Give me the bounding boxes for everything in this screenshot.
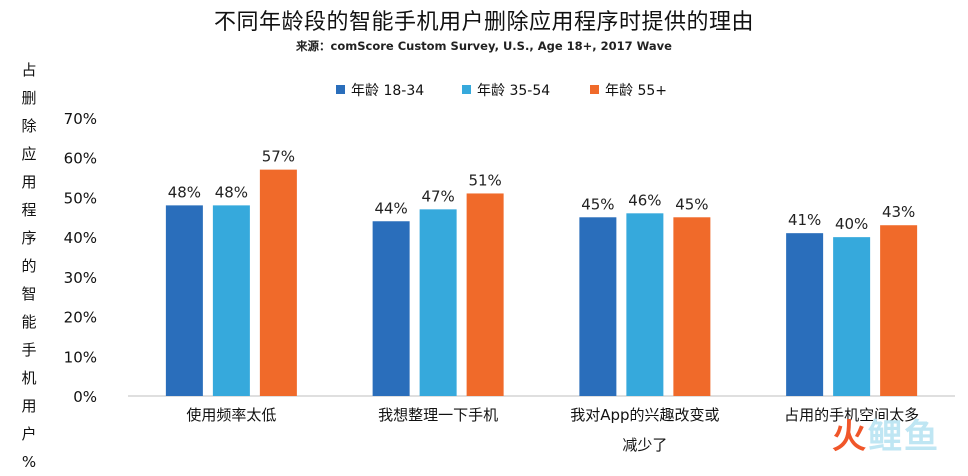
bar xyxy=(880,225,918,396)
chart-source: 来源：comScore Custom Survey, U.S., Age 18+… xyxy=(296,39,672,53)
y-tick-label: 20% xyxy=(64,309,97,327)
y-axis-label-char: 序 xyxy=(21,229,37,247)
data-label: 47% xyxy=(421,187,454,205)
bar xyxy=(626,213,664,396)
data-label: 40% xyxy=(835,215,868,233)
bar xyxy=(579,217,617,396)
y-axis-label-char: 用 xyxy=(21,397,37,415)
legend-label: 年龄 18-34 xyxy=(351,83,424,99)
y-axis-label-char: 户 xyxy=(21,425,37,443)
legend-label: 年龄 55+ xyxy=(605,83,667,99)
legend: 年龄 18-34 年龄 35-54 年龄 55+ xyxy=(336,83,667,99)
y-axis-label-char: 程 xyxy=(21,201,37,219)
x-tick-label: 我对App的兴趣改变或 xyxy=(570,406,719,424)
watermark-char: 鲤 xyxy=(868,417,904,457)
y-axis-label-char: 手 xyxy=(21,341,37,359)
data-label: 51% xyxy=(468,171,501,189)
y-axis-label-char: 应 xyxy=(21,145,37,163)
chart-title: 不同年龄段的智能手机用户删除应用程序时提供的理由 xyxy=(213,10,754,35)
data-label: 48% xyxy=(168,183,201,201)
watermark-char: 鱼 xyxy=(904,417,940,457)
y-axis-ticks: 0% 10% 20% 30% 40% 50% 60% 70% xyxy=(64,110,97,406)
y-tick-label: 40% xyxy=(64,229,97,247)
data-label: 44% xyxy=(374,199,407,217)
y-tick-label: 60% xyxy=(64,150,97,168)
x-tick-label: 占用的手机空间太多 xyxy=(784,406,919,424)
y-tick-label: 30% xyxy=(64,269,97,287)
y-axis-label-char: 机 xyxy=(21,369,37,387)
legend-swatch xyxy=(462,85,471,94)
watermark-char: 火 xyxy=(832,417,868,457)
legend-swatch xyxy=(590,85,599,94)
bar xyxy=(786,233,824,396)
legend-swatch xyxy=(336,85,345,94)
y-axis-label-char: 删 xyxy=(21,89,37,107)
bar xyxy=(833,237,871,396)
bar xyxy=(259,169,297,396)
bar xyxy=(372,221,410,396)
bars: 48% 48% 57% 44% 47% 51% 45% 46% 45% 41% 40% 43% xyxy=(165,148,918,396)
data-label: 48% xyxy=(215,183,248,201)
data-label: 45% xyxy=(581,195,614,213)
watermark-logo: 火鲤鱼 xyxy=(832,409,940,458)
data-label: 41% xyxy=(788,211,821,229)
bar xyxy=(419,209,457,396)
bar xyxy=(212,205,250,396)
y-axis-label-char: 智 xyxy=(21,285,37,303)
data-label: 57% xyxy=(262,148,295,166)
y-tick-label: 0% xyxy=(73,388,97,406)
y-axis-label-char: 占 xyxy=(21,61,37,79)
y-tick-label: 70% xyxy=(64,110,97,128)
y-axis-label-char: 除 xyxy=(21,117,37,135)
data-label: 45% xyxy=(675,195,708,213)
y-axis-label: 占删除应用程序的智能手机用户% xyxy=(17,56,41,476)
bar xyxy=(466,193,504,396)
legend-label: 年龄 35-54 xyxy=(477,83,550,99)
data-label: 46% xyxy=(628,191,661,209)
x-tick-label: 使用频率太低 xyxy=(186,406,276,424)
y-axis-label-char: 能 xyxy=(21,313,37,331)
bar xyxy=(165,205,203,396)
y-axis-label-char: 的 xyxy=(21,257,37,275)
y-axis-label-char: 用 xyxy=(21,173,37,191)
y-tick-label: 50% xyxy=(64,189,97,207)
bar xyxy=(673,217,711,396)
data-label: 43% xyxy=(882,203,915,221)
x-tick-label: 我想整理一下手机 xyxy=(378,406,498,424)
bar-chart: 年龄 18-34 年龄 35-54 年龄 55+ 0% 10% 20% 30% 40% 50%… xyxy=(64,83,955,454)
y-tick-label: 10% xyxy=(64,348,97,366)
x-tick-label: 减少了 xyxy=(622,436,667,454)
